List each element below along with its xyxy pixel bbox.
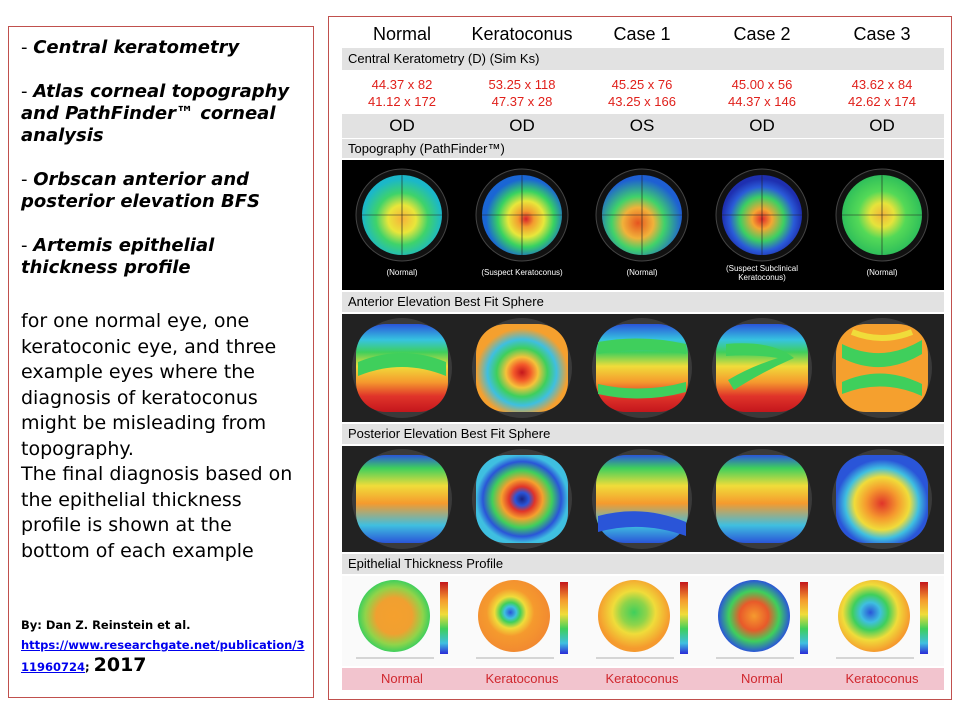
credit-authors: By: Dan Z. Reinstein et al. [21, 618, 191, 632]
eye-normal: OD [389, 116, 415, 135]
epi-map-case-2 [716, 580, 808, 659]
column-header-normal: Normal [372, 24, 431, 44]
band-epithelial: Epithelial Thickness Profile [342, 554, 944, 574]
diagnosis-case-1: Keratoconus [605, 671, 679, 686]
anterior-map-keratoconus [472, 318, 572, 418]
item-artemis: - Artemis epithelial thickness profile [21, 235, 215, 278]
posterior-map-case-1 [592, 449, 692, 549]
left-text-box: - Central keratometry - Atlas corneal to… [8, 26, 314, 698]
band-topography: Topography (PathFinder™) [342, 139, 944, 158]
band-posterior: Posterior Elevation Best Fit Sphere [342, 424, 944, 444]
k-values-keratoconus: 53.25 x 118 47.37 x 28 [488, 77, 556, 109]
final-diagnosis-row: Normal Keratoconus Keratoconus Normal Ke… [342, 668, 944, 690]
anterior-elevation-row [342, 314, 944, 422]
credit-separator: ; [85, 660, 90, 674]
epithelial-thickness-row [342, 576, 944, 666]
figure-frame [328, 16, 952, 700]
posterior-map-case-3 [832, 449, 932, 549]
topo-map-case-2 [715, 168, 809, 262]
column-header-case-2: Case 2 [733, 24, 791, 44]
column-header-case-1: Case 1 [613, 24, 671, 44]
posterior-map-case-2 [712, 449, 812, 549]
topo-map-case-1 [595, 168, 689, 262]
diagnosis-keratoconus: Keratoconus [485, 671, 559, 686]
k-values-case-2: 45.00 x 56 44.37 x 146 [728, 77, 796, 109]
posterior-map-normal [352, 449, 452, 549]
anterior-map-case-3 [832, 318, 932, 418]
topo-map-normal [355, 168, 449, 262]
keratometry-row: 44.37 x 82 41.12 x 172 53.25 x 118 47.37 x… [342, 70, 944, 114]
diagnosis-case-3: Keratoconus [845, 671, 919, 686]
eye-case-3: OD [869, 116, 895, 135]
topo-label-case-1: (Normal) [626, 268, 658, 277]
posterior-elevation-maps [352, 449, 932, 549]
k-values-normal: 44.37 x 82 41.12 x 172 [368, 77, 436, 109]
diagnosis-case-2: Normal [741, 671, 783, 686]
topo-label-keratoconus: (Suspect Keratoconus) [481, 268, 563, 277]
column-header-case-3: Case 3 [853, 24, 911, 44]
credit-year: 2017 [93, 654, 147, 676]
epi-map-normal [356, 580, 448, 659]
credit: By: Dan Z. Reinstein et al. https://www.… [21, 615, 306, 677]
eye-case-2: OD [749, 116, 775, 135]
item-orbscan: - Orbscan anterior and posterior elevati… [21, 169, 261, 212]
anterior-map-case-2 [712, 318, 812, 418]
topo-label-normal: (Normal) [386, 268, 418, 277]
topography-maps [355, 168, 929, 262]
credit-link[interactable]: https://www.researchgate.net/publication… [21, 638, 305, 674]
topo-map-keratoconus [475, 168, 569, 262]
item-keratometry: - Central keratometry [21, 37, 240, 58]
topo-map-case-3 [835, 168, 929, 262]
k-values-case-3: 43.62 x 84 42.62 x 174 [848, 77, 916, 109]
eye-case-1: OS [629, 116, 655, 135]
description-part-2: The final diagnosis based on the epithel… [21, 463, 293, 562]
diagnosis-normal: Normal [381, 671, 423, 686]
k-values-case-1: 45.25 x 76 43.25 x 166 [608, 77, 676, 109]
anterior-map-normal [352, 318, 452, 418]
item-topography: - Atlas corneal topography and PathFinde… [21, 81, 290, 146]
topo-label-case-2: (Suspect Subclinical Keratoconus) [725, 264, 799, 282]
topo-label-case-3: (Normal) [866, 268, 898, 277]
anterior-map-case-1 [592, 318, 692, 418]
column-headers: Normal Keratoconus Case 1 Case 2 Case 3 [342, 24, 944, 46]
description-part-1: for one normal eye, one keratoconic eye,… [21, 310, 277, 460]
eye-row: OD OD OS OD OD [342, 114, 944, 138]
epi-map-keratoconus [476, 580, 568, 659]
band-keratometry: Central Keratometry (D) (Sim Ks) [342, 48, 944, 70]
posterior-elevation-row [342, 446, 944, 552]
epithelial-thickness-maps [356, 580, 928, 659]
description: for one normal eye, one keratoconic eye,… [21, 309, 301, 564]
anterior-elevation-maps [352, 318, 932, 418]
band-anterior: Anterior Elevation Best Fit Sphere [342, 292, 944, 312]
eye-keratoconus: OD [509, 116, 535, 135]
topography-row: (Normal) (Suspect Keratoconus) (Normal) … [342, 160, 944, 290]
epi-map-case-3 [836, 580, 928, 659]
column-header-keratoconus: Keratoconus [471, 24, 573, 44]
posterior-map-keratoconus [472, 449, 572, 549]
epi-map-case-1 [596, 580, 688, 659]
